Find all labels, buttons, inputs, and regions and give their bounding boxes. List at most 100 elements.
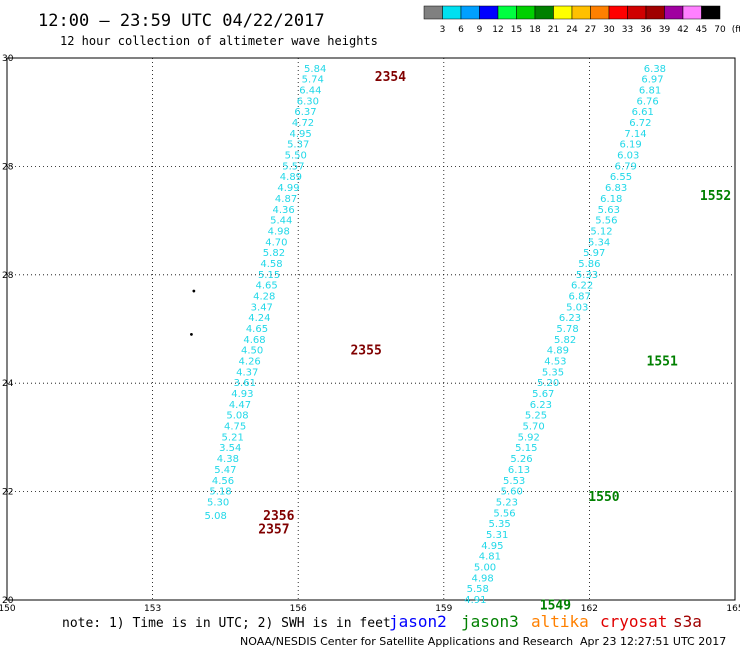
swh-value-label: 4.24: [248, 313, 270, 324]
swh-value-label: 4.98: [471, 573, 493, 584]
satellite-name-s3a: s3a: [673, 612, 702, 631]
swh-value-label: 6.55: [610, 172, 632, 183]
footer-timestamp: Apr 23 12:27:51 UTC 2017: [580, 635, 726, 648]
swh-value-label: 5.18: [209, 487, 231, 498]
scale-swatch: [460, 5, 480, 20]
swh-value-label: 5.70: [522, 422, 544, 433]
swh-value-label: 5.63: [598, 205, 620, 216]
pass-time-label: 1551: [647, 355, 678, 370]
swh-value-label: 4.53: [544, 357, 566, 368]
swh-value-label: 5.21: [222, 432, 244, 443]
chart-subtitle: 12 hour collection of altimeter wave hei…: [60, 34, 378, 48]
swh-value-label: 6.38: [644, 64, 666, 75]
swh-value-label: 5.56: [493, 508, 515, 519]
swh-value-label: 4.87: [275, 194, 297, 205]
swh-value-label: 6.30: [297, 96, 319, 107]
scale-label: 9: [477, 25, 483, 35]
x-tick-label: 153: [144, 604, 161, 614]
x-tick-label: 159: [435, 604, 452, 614]
pass-time-label: 2354: [375, 70, 406, 85]
swh-value-label: 6.87: [569, 291, 591, 302]
swh-value-label: 4.38: [217, 454, 239, 465]
swh-value-label: 5.15: [258, 270, 280, 281]
y-tick-label: 22: [2, 488, 13, 498]
scale-swatch: [664, 5, 684, 20]
satellite-legend: jason2 jason3 altika cryosat s3a: [389, 612, 702, 631]
scale-label: 36: [640, 25, 652, 35]
swh-value-label: 4.95: [481, 541, 503, 552]
swh-value-label: 4.70: [265, 237, 287, 248]
swh-value-label: 5.37: [287, 140, 309, 151]
swh-value-label: 6.81: [639, 86, 661, 97]
swh-value-label: 4.37: [236, 367, 258, 378]
scale-label: 42: [677, 25, 688, 35]
swh-value-label: 5.78: [556, 324, 578, 335]
swh-value-label: 6.44: [299, 86, 321, 97]
y-tick-label: 28: [2, 162, 14, 172]
swh-value-label: 5.53: [503, 476, 525, 487]
scale-label: 3: [440, 25, 446, 35]
swh-value-label: 6.23: [559, 313, 581, 324]
swh-value-label: 5.44: [270, 216, 292, 227]
pass-time-label: 2356: [263, 509, 294, 524]
scale-swatch: [423, 5, 443, 20]
swh-value-label: 4.56: [212, 476, 234, 487]
swh-value-label: 4.93: [231, 389, 253, 400]
swh-value-label: 6.97: [641, 75, 663, 86]
swh-value-label: 4.58: [260, 259, 282, 270]
swh-value-label: 6.83: [605, 183, 627, 194]
swh-value-label: 4.68: [243, 335, 265, 346]
swh-value-label: 5.57: [282, 161, 304, 172]
pass-time-label: 2357: [258, 523, 289, 538]
y-tick-label: 20: [2, 596, 14, 606]
scale-swatch: [590, 5, 610, 20]
pass-time-label: 2355: [350, 344, 381, 359]
swh-value-label: 6.18: [600, 194, 622, 205]
scale-swatch: [553, 5, 573, 20]
swh-value-label: 5.60: [501, 487, 523, 498]
swh-value-label: 5.33: [576, 270, 598, 281]
swh-value-label: 5.35: [488, 519, 510, 530]
pass-time-label: 1550: [588, 490, 619, 505]
scale-label: 21: [548, 25, 559, 35]
swh-value-label: 5.86: [578, 259, 600, 270]
x-tick-label: 162: [581, 604, 598, 614]
scale-swatch: [497, 5, 517, 20]
swh-value-label: 6.23: [530, 400, 552, 411]
swh-value-label: 5.82: [554, 335, 576, 346]
swh-value-label: 4.95: [289, 129, 311, 140]
swh-value-label: 4.47: [229, 400, 251, 411]
swh-value-label: 5.12: [590, 226, 612, 237]
swh-value-label: 6.72: [629, 118, 651, 129]
swh-value-label: 4.65: [246, 324, 268, 335]
swh-value-label: 5.03: [566, 302, 588, 313]
scale-label: 27: [585, 25, 596, 35]
x-tick-label: 165: [726, 604, 740, 614]
swh-value-label: 6.22: [571, 281, 593, 292]
data-dot: [192, 289, 196, 293]
swh-value-label: 4.50: [241, 346, 263, 357]
scale-label: 33: [622, 25, 633, 35]
scale-label: 18: [529, 25, 541, 35]
scale-label: 6: [458, 25, 464, 35]
y-tick-label: 24: [2, 379, 14, 389]
scale-label: 30: [603, 25, 615, 35]
x-tick-label: 156: [290, 604, 307, 614]
swh-value-label: 4.99: [277, 183, 299, 194]
swh-value-label: 5.97: [583, 248, 605, 259]
swh-value-label: 5.30: [207, 497, 229, 508]
swh-value-label: 5.00: [474, 562, 496, 573]
scale-swatch: [682, 5, 702, 20]
scale-swatch: [627, 5, 647, 20]
scale-label: 70: [714, 25, 726, 35]
swh-value-label: 3.47: [251, 302, 273, 313]
scale-swatch: [608, 5, 628, 20]
scale-swatch: [534, 5, 554, 20]
swh-value-label: 4.81: [479, 552, 501, 563]
scale-label: 15: [511, 25, 522, 35]
scale-label: 39: [659, 25, 671, 35]
swh-value-label: 5.08: [226, 411, 248, 422]
plot-area: 1501531561591621652022242828305.845.746.…: [0, 54, 740, 614]
swh-value-label: 6.19: [620, 140, 642, 151]
